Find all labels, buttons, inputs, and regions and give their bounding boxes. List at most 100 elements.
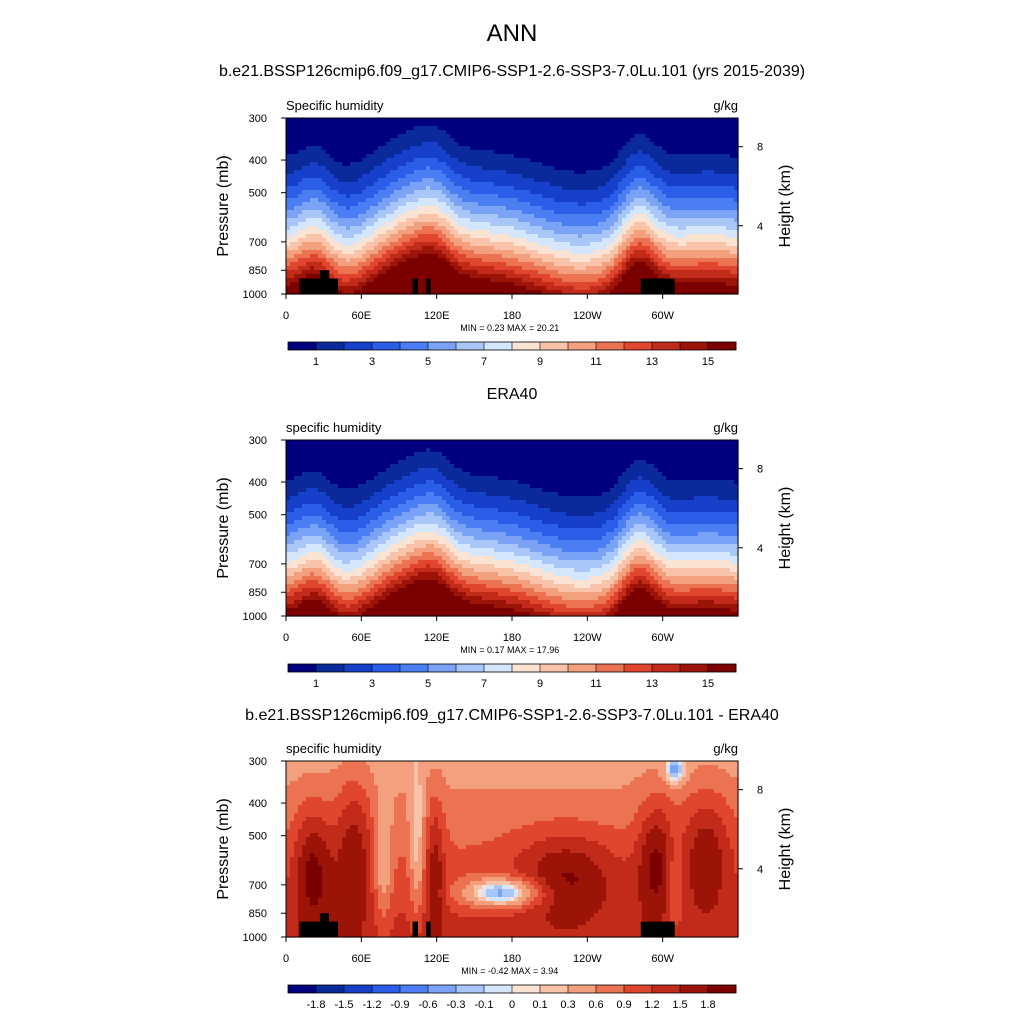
colorbar-swatch bbox=[372, 342, 401, 350]
y-tick-label: 300 bbox=[249, 113, 267, 125]
colorbar-swatch bbox=[624, 342, 653, 350]
units-label: g/kg bbox=[713, 98, 738, 113]
terrain-block bbox=[640, 921, 675, 937]
y2-tick-label: 4 bbox=[757, 221, 763, 233]
y-tick-label: 850 bbox=[249, 587, 267, 599]
terrain-block bbox=[412, 921, 418, 937]
colorbar-label: 1.8 bbox=[700, 999, 715, 1011]
colorbar-label: 9 bbox=[537, 678, 543, 690]
y2-tick-label: 8 bbox=[757, 464, 763, 476]
x-tick-label: 120E bbox=[424, 953, 450, 965]
colorbar-swatch bbox=[540, 342, 569, 350]
colorbar-label: -1.2 bbox=[363, 999, 382, 1011]
colorbar-label: -0.3 bbox=[447, 999, 466, 1011]
colorbar-swatch bbox=[428, 664, 457, 672]
y-tick-label: 400 bbox=[249, 155, 267, 167]
units-label: g/kg bbox=[713, 741, 738, 756]
x-tick-label: 120W bbox=[573, 953, 602, 965]
colorbar-label: 7 bbox=[481, 356, 487, 368]
colorbar-label: 1 bbox=[313, 678, 319, 690]
y-tick-label: 850 bbox=[249, 265, 267, 277]
y-tick-label: 700 bbox=[249, 880, 267, 892]
colorbar-swatch bbox=[372, 664, 401, 672]
terrain-block bbox=[426, 278, 431, 294]
colorbar-label: 0.3 bbox=[560, 999, 575, 1011]
colorbar-label: 13 bbox=[646, 678, 658, 690]
y2-axis-title: Height (km) bbox=[777, 487, 794, 570]
x-tick-label: 180 bbox=[503, 953, 521, 965]
x-tick-label: 0 bbox=[283, 310, 289, 322]
colorbar-label: 0 bbox=[509, 999, 515, 1011]
y-axis-title: Pressure (mb) bbox=[215, 155, 232, 256]
terrain-block bbox=[412, 278, 418, 294]
colorbar-swatch bbox=[344, 985, 373, 993]
x-tick-label: 60W bbox=[651, 953, 674, 965]
y-axis-title: Pressure (mb) bbox=[215, 798, 232, 899]
x-tick-label: 120W bbox=[573, 310, 602, 322]
y2-axis-title: Height (km) bbox=[777, 808, 794, 891]
colorbar-swatch bbox=[512, 342, 541, 350]
colorbar-swatch bbox=[568, 664, 597, 672]
y-tick-label: 700 bbox=[249, 237, 267, 249]
colorbar-label: 15 bbox=[702, 678, 714, 690]
y-tick-label: 500 bbox=[249, 510, 267, 522]
min-max-label: MIN = -0.42 MAX = 3.94 bbox=[461, 966, 558, 976]
y-tick-label: 1000 bbox=[243, 932, 267, 944]
chart-panel-obs: 300 400 500 700 850 1000 8 4 0 60E 120E 180 120W 60W P… bbox=[215, 420, 794, 690]
x-tick-label: 180 bbox=[503, 632, 521, 644]
variable-label: Specific humidity bbox=[286, 98, 384, 113]
colorbar-label: 13 bbox=[646, 356, 658, 368]
colorbar-swatch bbox=[512, 985, 541, 993]
colorbar-swatch bbox=[708, 664, 737, 672]
colorbar-swatch bbox=[344, 664, 373, 672]
colorbar-label: 15 bbox=[702, 356, 714, 368]
terrain-block bbox=[640, 278, 675, 294]
contour-field-diff bbox=[286, 761, 739, 938]
x-tick-label: 120W bbox=[573, 632, 602, 644]
colorbar-label: -1.8 bbox=[307, 999, 326, 1011]
colorbar-model: 1 3 5 7 9 11 13 15 bbox=[287, 341, 737, 368]
colorbar-swatch bbox=[652, 985, 681, 993]
topography-diff bbox=[299, 913, 675, 937]
colorbar-label: 1 bbox=[313, 356, 319, 368]
terrain-block bbox=[319, 270, 329, 294]
colorbar-swatch bbox=[680, 664, 709, 672]
colorbar-swatch bbox=[344, 342, 373, 350]
colorbar-swatch bbox=[680, 985, 709, 993]
colorbar-label: 3 bbox=[369, 356, 375, 368]
colorbar-swatch bbox=[596, 985, 625, 993]
colorbar-swatch bbox=[428, 342, 457, 350]
colorbar-swatch bbox=[680, 342, 709, 350]
colorbar-label: 3 bbox=[369, 678, 375, 690]
colorbar-swatch bbox=[456, 342, 485, 350]
y2-tick-label: 4 bbox=[757, 543, 763, 555]
colorbar-label: -0.6 bbox=[419, 999, 438, 1011]
chart-panel-diff: 300 400 500 700 850 1000 8 4 0 60E 120E 180 120W 60W P… bbox=[215, 741, 794, 1011]
y2-axis-title: Height (km) bbox=[777, 165, 794, 248]
colorbar-swatch bbox=[624, 985, 653, 993]
colorbar-swatch bbox=[596, 342, 625, 350]
terrain-block bbox=[426, 921, 431, 937]
x-tick-label: 180 bbox=[503, 310, 521, 322]
contour-field-obs bbox=[286, 440, 739, 617]
variable-label: specific humidity bbox=[286, 420, 382, 435]
colorbar-swatch bbox=[316, 985, 345, 993]
terrain-block bbox=[299, 921, 338, 937]
x-tick-label: 60E bbox=[352, 310, 372, 322]
colorbar-swatch bbox=[288, 664, 317, 672]
colorbar-swatch bbox=[400, 985, 429, 993]
diff-panel-title: b.e21.BSSP126cmip6.f09_g17.CMIP6-SSP1-2.… bbox=[245, 707, 779, 724]
x-tick-label: 120E bbox=[424, 310, 450, 322]
colorbar-swatch bbox=[512, 664, 541, 672]
colorbar-swatch bbox=[540, 664, 569, 672]
chart-panel-model: 300 400 500 700 850 1000 8 4 0 60E 120E 180 120W 60W P… bbox=[215, 98, 794, 368]
colorbar-label: -1.5 bbox=[335, 999, 354, 1011]
contour-field-model bbox=[286, 118, 739, 295]
y-tick-label: 500 bbox=[249, 188, 267, 200]
y-tick-label: 400 bbox=[249, 798, 267, 810]
x-tick-label: 0 bbox=[283, 953, 289, 965]
colorbar-swatch bbox=[456, 985, 485, 993]
topography-model bbox=[299, 270, 675, 294]
colorbar-swatch bbox=[400, 342, 429, 350]
colorbar-swatch bbox=[568, 985, 597, 993]
